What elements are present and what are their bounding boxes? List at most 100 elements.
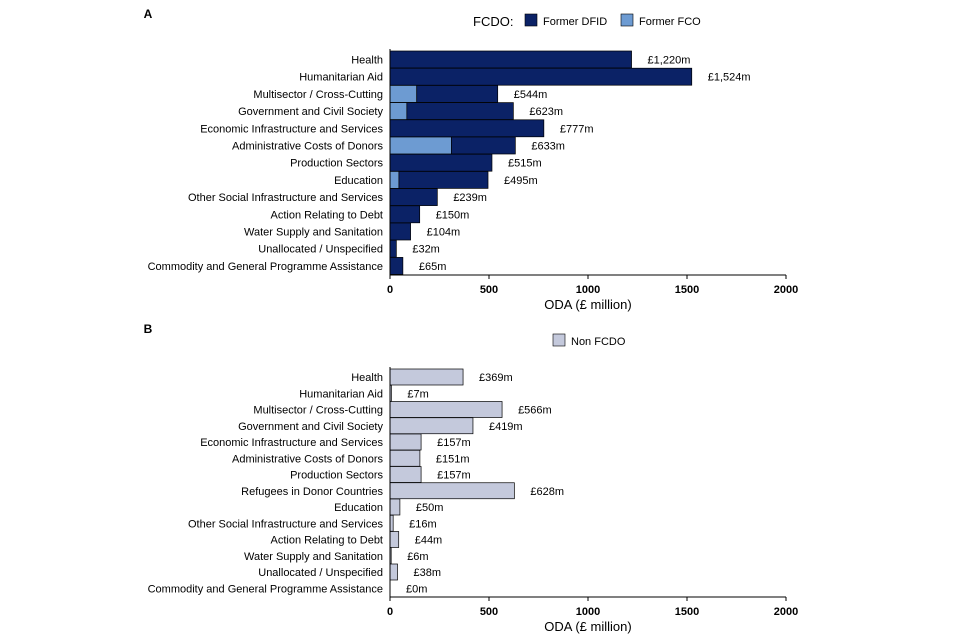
data-label: £38m (414, 567, 442, 579)
category-label: Health (351, 55, 383, 67)
bar-former-dfid (416, 85, 499, 103)
category-label: Humanitarian Aid (299, 72, 383, 84)
data-label: £1,524m (708, 72, 751, 84)
bar-former-fco (389, 171, 400, 189)
bar-non-fcdo (389, 368, 464, 386)
data-label: £0m (406, 583, 427, 595)
data-label: £32m (412, 244, 440, 256)
data-label: £419m (489, 421, 523, 433)
data-label: £157m (437, 470, 471, 482)
category-label: Other Social Infrastructure and Services (188, 518, 384, 530)
category-label: Government and Civil Society (238, 421, 383, 433)
x-tick-label: 1500 (675, 284, 699, 296)
bar-former-dfid (389, 67, 693, 86)
category-label: Action Relating to Debt (270, 209, 383, 221)
data-label: £369m (479, 372, 513, 384)
legend-title: FCDO: (473, 14, 513, 29)
x-tick-label: 1000 (576, 606, 600, 618)
category-label: Other Social Infrastructure and Services (188, 192, 384, 204)
bar-non-fcdo (389, 449, 421, 467)
bar-former-dfid (389, 50, 632, 69)
data-label: £7m (407, 388, 428, 400)
x-tick-label: 0 (387, 284, 393, 296)
bar-former-fco (389, 136, 452, 155)
bar-former-dfid (389, 239, 397, 258)
x-tick-label: 2000 (774, 284, 798, 296)
bar-former-dfid (389, 205, 421, 224)
x-tick-label: 500 (480, 284, 498, 296)
data-label: £495m (504, 175, 538, 187)
bar-non-fcdo (389, 466, 422, 483)
legend-swatch (552, 333, 566, 347)
data-label: £515m (508, 158, 542, 170)
category-label: Water Supply and Sanitation (244, 551, 383, 563)
data-label: £50m (416, 502, 444, 514)
bar-non-fcdo (389, 482, 515, 500)
bar-former-dfid (389, 119, 545, 138)
bar-former-dfid (451, 136, 516, 155)
data-label: £157m (437, 437, 471, 449)
legend-label: Former FCO (639, 16, 701, 28)
bar-non-fcdo (389, 563, 398, 581)
bar-former-dfid (398, 171, 489, 189)
category-label: Production Sectors (290, 470, 383, 482)
category-label: Administrative Costs of Donors (232, 141, 383, 153)
x-tick-label: 1500 (675, 606, 699, 618)
data-label: £104m (427, 227, 461, 239)
category-label: Multisector / Cross-Cutting (253, 89, 383, 101)
bar-former-fco (389, 102, 408, 120)
data-label: £633m (531, 141, 565, 153)
category-label: Unallocated / Unspecified (258, 244, 383, 256)
bar-former-fco (389, 85, 418, 103)
x-tick-label: 2000 (774, 606, 798, 618)
category-label: Humanitarian Aid (299, 388, 383, 400)
bar-non-fcdo (389, 531, 400, 548)
category-label: Commodity and General Programme Assistan… (148, 583, 383, 595)
x-tick-label: 1000 (576, 284, 600, 296)
data-label: £6m (407, 551, 428, 563)
x-tick-label: 500 (480, 606, 498, 618)
panel-b: B Non FCDO Health £369m Humanitarian Aid £7m M… (144, 322, 799, 634)
category-label: Education (334, 502, 383, 514)
data-label: £151m (436, 453, 470, 465)
legend: FCDO: Former DFID Former FCO (473, 13, 701, 29)
data-label: £544m (514, 89, 548, 101)
x-tick-label: 0 (387, 606, 393, 618)
category-label: Commodity and General Programme Assistan… (148, 261, 383, 273)
category-label: Education (334, 175, 383, 187)
category-label: Economic Infrastructure and Services (200, 437, 383, 449)
legend-swatch (620, 13, 634, 27)
category-label: Multisector / Cross-Cutting (253, 405, 383, 417)
category-label: Administrative Costs of Donors (232, 453, 383, 465)
data-label: £566m (518, 405, 552, 417)
legend: Non FCDO (552, 333, 626, 348)
data-label: £1,220m (648, 55, 691, 67)
bar-non-fcdo (389, 401, 503, 418)
x-axis-label: ODA (£ million) (544, 619, 631, 634)
legend-swatch (524, 13, 538, 27)
legend-label: Non FCDO (571, 336, 626, 348)
data-label: £44m (415, 535, 443, 547)
panel-a: A FCDO: Former DFID Former FCO Health £1,220m… (144, 7, 799, 312)
data-label: £777m (560, 123, 594, 135)
data-label: £150m (436, 209, 470, 221)
bar-non-fcdo (389, 417, 474, 435)
category-label: Government and Civil Society (238, 106, 383, 118)
panel-letter: A (144, 7, 153, 21)
category-label: Production Sectors (290, 158, 383, 170)
bar-former-dfid (389, 222, 411, 241)
panel-letter: B (144, 322, 153, 336)
category-label: Action Relating to Debt (270, 535, 383, 547)
category-label: Unallocated / Unspecified (258, 567, 383, 579)
bar-non-fcdo (389, 433, 422, 451)
category-label: Health (351, 372, 383, 384)
x-axis-label: ODA (£ million) (544, 297, 631, 312)
data-label: £239m (453, 192, 487, 204)
legend-label: Former DFID (543, 16, 607, 28)
data-label: £628m (530, 486, 564, 498)
data-label: £623m (529, 106, 563, 118)
category-label: Water Supply and Sanitation (244, 227, 383, 239)
bar-former-dfid (389, 257, 404, 275)
bar-non-fcdo (389, 498, 401, 516)
bar-former-dfid (389, 153, 493, 172)
